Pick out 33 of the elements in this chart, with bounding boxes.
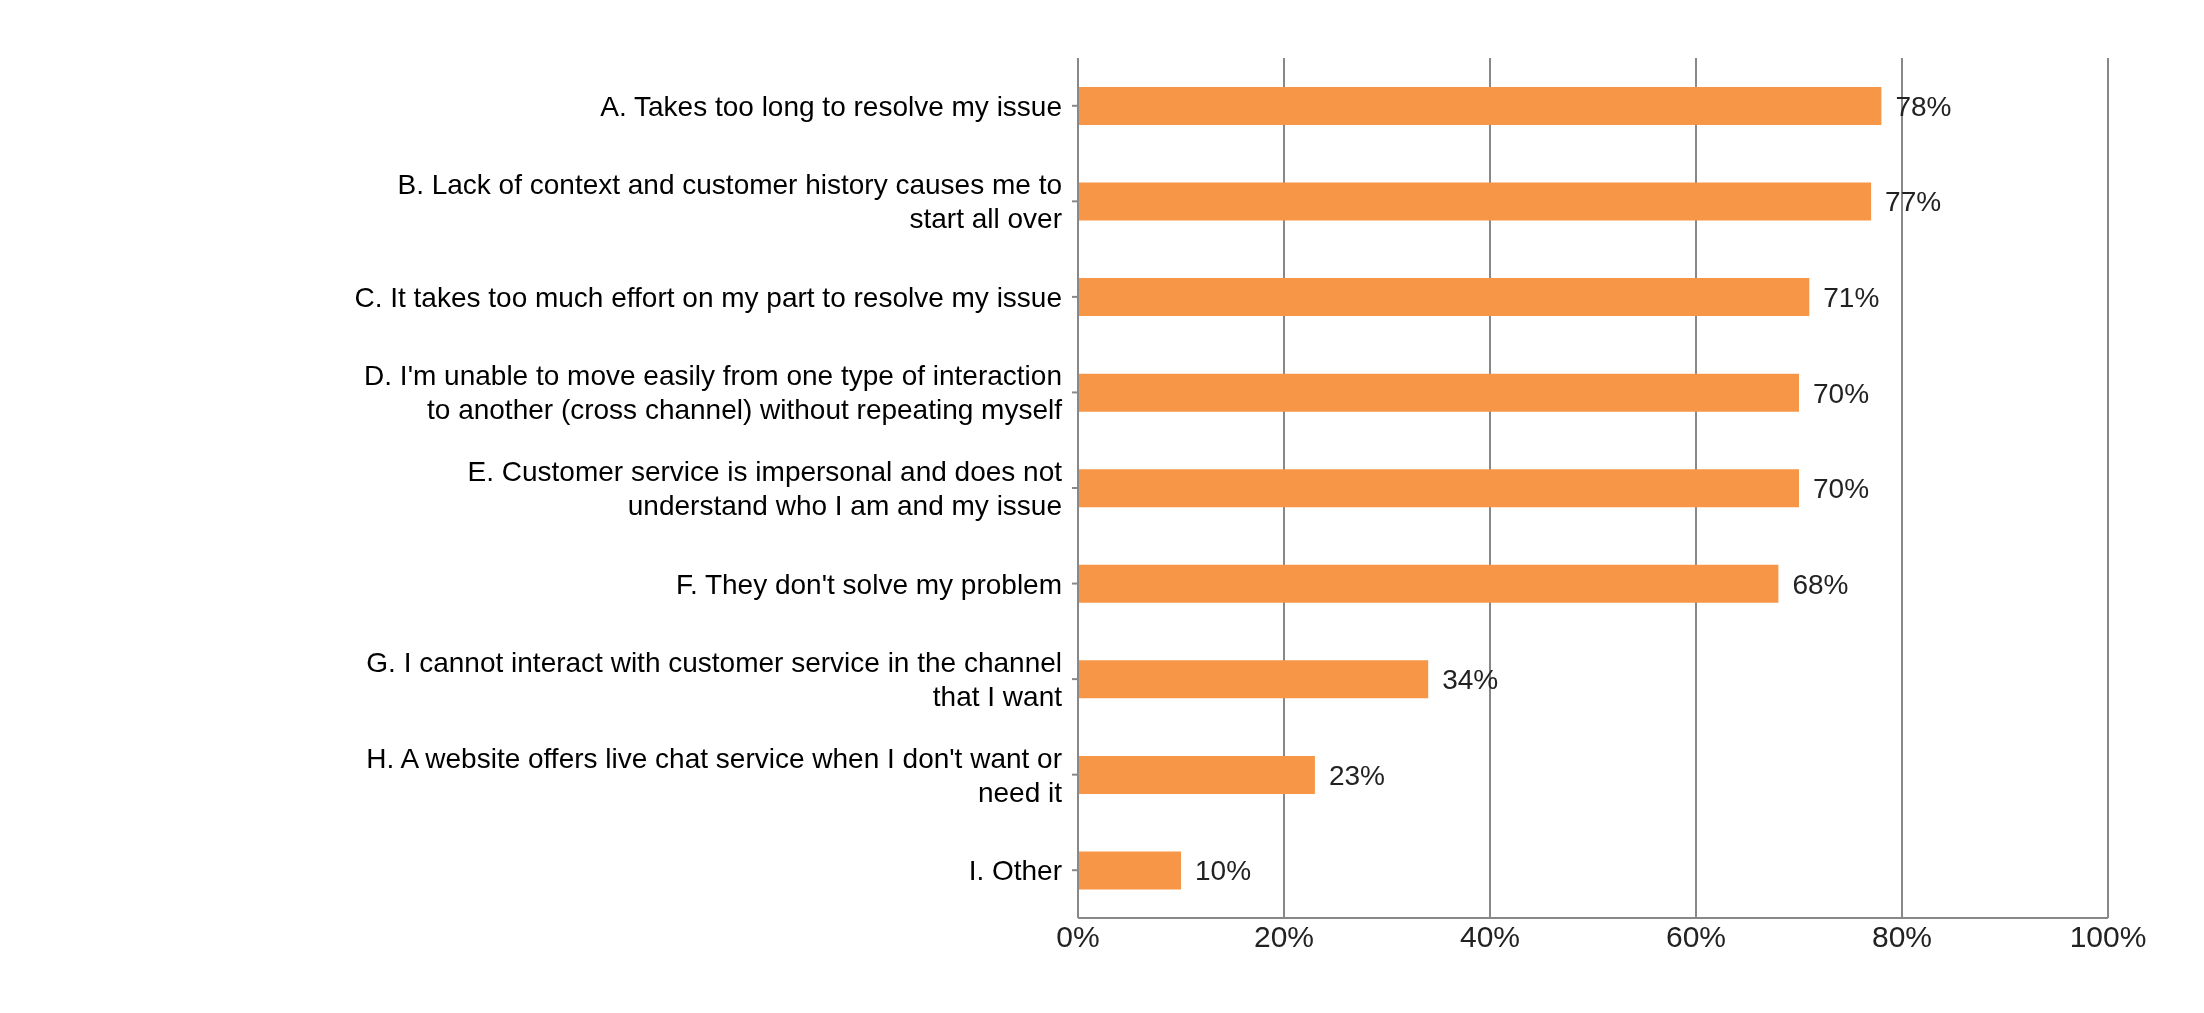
bar bbox=[1078, 564, 1779, 603]
y-tick-label: D. I'm unable to move easily from one type of interaction to another (cross channel) without repeating myself bbox=[364, 360, 1063, 426]
y-tick-label: E. Customer service is impersonal and does not understand who I am and my issue bbox=[467, 456, 1063, 521]
y-tick-label: G. I cannot interact with customer service in the channel that I want bbox=[366, 647, 1063, 713]
x-tick-label: 60% bbox=[1665, 920, 1727, 954]
data-label: 10% bbox=[1195, 855, 1252, 887]
data-label: 34% bbox=[1442, 664, 1499, 696]
bar bbox=[1078, 851, 1181, 890]
x-tick-label: 40% bbox=[1459, 920, 1521, 954]
data-label: 78% bbox=[1895, 90, 1952, 122]
data-label: 70% bbox=[1813, 377, 1870, 409]
bar bbox=[1078, 660, 1429, 699]
y-tick-label: A. Takes too long to resolve my issue bbox=[600, 90, 1062, 122]
bar bbox=[1078, 469, 1799, 508]
y-tick-label: I. Other bbox=[968, 855, 1062, 887]
bar bbox=[1078, 87, 1882, 125]
y-tick-label: F. They don't solve my problem bbox=[675, 568, 1062, 600]
x-tick-label: 20% bbox=[1253, 920, 1315, 954]
y-tick-label: C. It takes too much effort on my part to resolve my issue bbox=[354, 281, 1062, 313]
x-tick-label: 80% bbox=[1871, 920, 1933, 954]
y-tick-label: B. Lack of context and customer history causes me to start all over bbox=[397, 169, 1062, 235]
bar bbox=[1078, 755, 1315, 794]
bar bbox=[1078, 373, 1799, 412]
data-label: 70% bbox=[1813, 473, 1870, 505]
data-label: 77% bbox=[1885, 186, 1942, 218]
x-tick-label: 0% bbox=[1056, 920, 1100, 954]
data-label: 23% bbox=[1328, 759, 1385, 791]
bar bbox=[1078, 182, 1872, 221]
bar bbox=[1078, 278, 1810, 317]
y-tick-label: H. A website offers live chat service when I don't want or need it bbox=[366, 742, 1063, 808]
data-label: 68% bbox=[1792, 568, 1849, 600]
data-label: 71% bbox=[1823, 282, 1880, 314]
x-tick-label: 100% bbox=[2069, 920, 2147, 954]
